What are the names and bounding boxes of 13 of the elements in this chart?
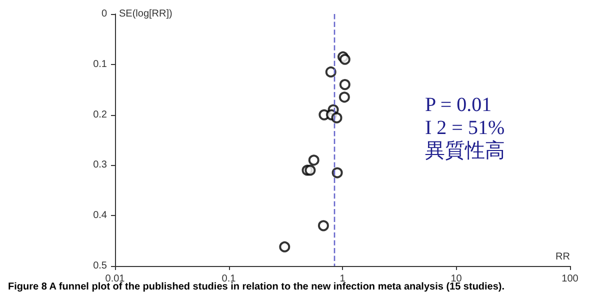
y-tick-label: 0.3 [93, 160, 108, 171]
y-tick-label: 0.1 [93, 58, 108, 70]
annotation: 異質性高 [425, 139, 505, 162]
x-axis-title: RR [556, 252, 570, 262]
annotation: I 2 = 51% [425, 117, 505, 139]
annotation: P = 0.01 [425, 94, 492, 116]
y-tick-label: 0.4 [93, 210, 108, 222]
y-tick-label: 0.5 [93, 260, 108, 272]
caption: Figure 8 A funnel plot of the published studies in relation to the new infection meta analysis (15 studies). [8, 282, 505, 292]
y-tick-label: 0.2 [93, 109, 108, 120]
x-tick-label: 100 [562, 274, 579, 284]
y-axis-title: SE(log[RR]) [119, 8, 172, 20]
y-tick-label: 0 [101, 8, 108, 20]
